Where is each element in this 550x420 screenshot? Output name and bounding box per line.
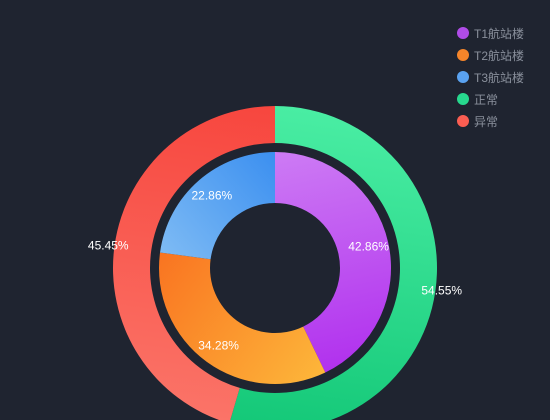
legend-item[interactable]: 异常 (457, 110, 524, 132)
outer-slice-label: 45.45% (88, 238, 129, 252)
legend-item[interactable]: 正常 (457, 88, 524, 110)
legend-label: T2航站楼 (474, 48, 525, 63)
inner-slice-label: 42.86% (348, 240, 389, 254)
legend-marker (457, 49, 469, 61)
legend-label: 正常 (474, 92, 499, 107)
inner-slice[interactable] (275, 152, 392, 373)
legend-marker (457, 71, 469, 83)
legend-label: T3航站楼 (474, 70, 525, 85)
legend-marker (457, 115, 469, 127)
inner-slice[interactable] (160, 152, 275, 260)
inner-slice-label: 22.86% (191, 189, 232, 203)
legend-item[interactable]: T1航站楼 (457, 22, 524, 44)
chart-legend: T1航站楼 T2航站楼 T3航站楼正常异常 (457, 22, 524, 132)
inner-slice-label: 34.28% (198, 339, 239, 353)
outer-slice[interactable] (113, 106, 275, 420)
outer-slice-label: 54.55% (421, 284, 462, 298)
legend-marker (457, 93, 469, 105)
legend-label: T1航站楼 (474, 26, 525, 41)
legend-label: 异常 (474, 114, 499, 129)
inner-slice[interactable] (158, 252, 326, 384)
legend-item[interactable]: T3航站楼 (457, 66, 524, 88)
legend-marker (457, 27, 469, 39)
outer-slice[interactable] (229, 106, 437, 420)
legend-item[interactable]: T2航站楼 (457, 44, 524, 66)
